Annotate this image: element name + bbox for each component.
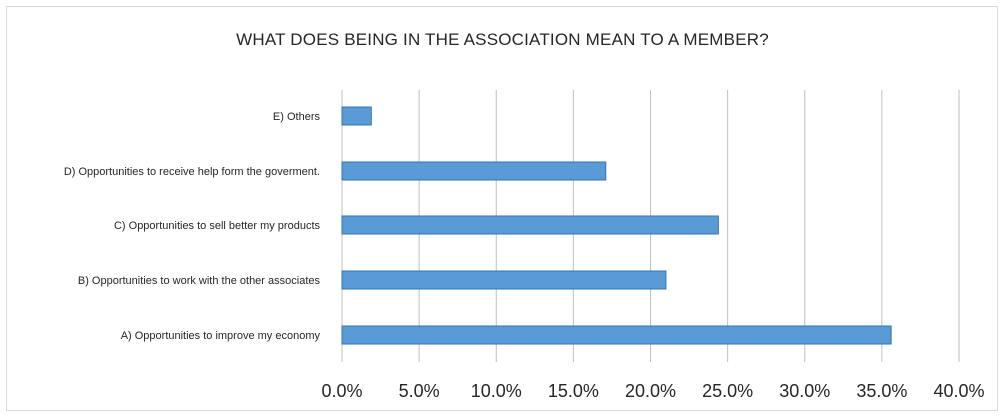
- x-axis-tick-labels: 0.0% 5.0% 10.0% 15.0% 20.0% 25.0% 30.0% 35.0% 40…: [321, 381, 984, 401]
- category-label: C) Opportunities to sell better my produ…: [114, 220, 321, 232]
- x-tick-label: 5.0%: [399, 381, 440, 401]
- bar: [341, 325, 892, 345]
- x-tick-label: 25.0%: [702, 381, 753, 401]
- x-tick-label: 40.0%: [933, 381, 984, 401]
- bar: [341, 270, 667, 290]
- bars: [341, 106, 892, 345]
- category-labels: A) Opportunities to improve my economy B)…: [64, 111, 321, 342]
- bar: [341, 215, 719, 235]
- x-tick-label: 10.0%: [471, 381, 522, 401]
- x-tick-label: 20.0%: [625, 381, 676, 401]
- x-tick-label: 30.0%: [779, 381, 830, 401]
- category-label: D) Opportunities to receive help form th…: [64, 166, 320, 178]
- bar: [341, 161, 607, 181]
- category-label: B) Opportunities to work with the other …: [78, 275, 321, 287]
- chart-title: WHAT DOES BEING IN THE ASSOCIATION MEAN …: [236, 30, 769, 49]
- category-label: E) Others: [273, 111, 321, 123]
- x-tick-label: 0.0%: [321, 381, 362, 401]
- bar: [341, 106, 372, 126]
- x-tick-label: 15.0%: [548, 381, 599, 401]
- x-tick-label: 35.0%: [856, 381, 907, 401]
- category-label: A) Opportunities to improve my economy: [121, 330, 321, 342]
